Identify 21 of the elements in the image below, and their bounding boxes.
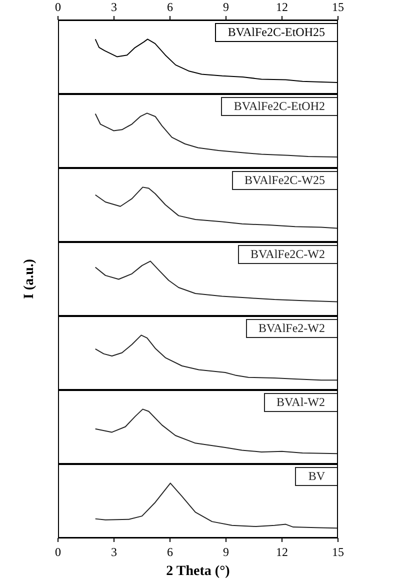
x-tick-label: 12	[276, 0, 288, 14]
x-tick-label: 6	[167, 545, 173, 559]
x-tick-label: 15	[332, 0, 344, 14]
text: BVAlFe2C-EtOH25	[214, 23, 338, 42]
text: BVAl-W2	[264, 393, 338, 412]
x-tick-label: 9	[223, 0, 229, 14]
text: BV	[295, 467, 338, 486]
text: BVAlFe2-W2	[246, 319, 338, 338]
text: BVAlFe2C-EtOH2	[220, 97, 338, 116]
x-tick-label: 0	[55, 545, 61, 559]
x-tick-label: 9	[223, 545, 229, 559]
x-tick-label: 12	[276, 545, 288, 559]
x-tick-label: 15	[332, 545, 344, 559]
text: BVAlFe2C-W2	[238, 245, 338, 264]
text: BVAlFe2C-W25	[232, 171, 338, 190]
x-tick-label: 0	[55, 0, 61, 14]
y-axis-title: I (a.u.)	[22, 258, 38, 300]
x-tick-label: 3	[111, 545, 117, 559]
x-axis-title: 2 Theta (°)	[166, 564, 230, 579]
x-tick-label: 3	[111, 0, 117, 14]
x-tick-label: 6	[167, 0, 173, 14]
